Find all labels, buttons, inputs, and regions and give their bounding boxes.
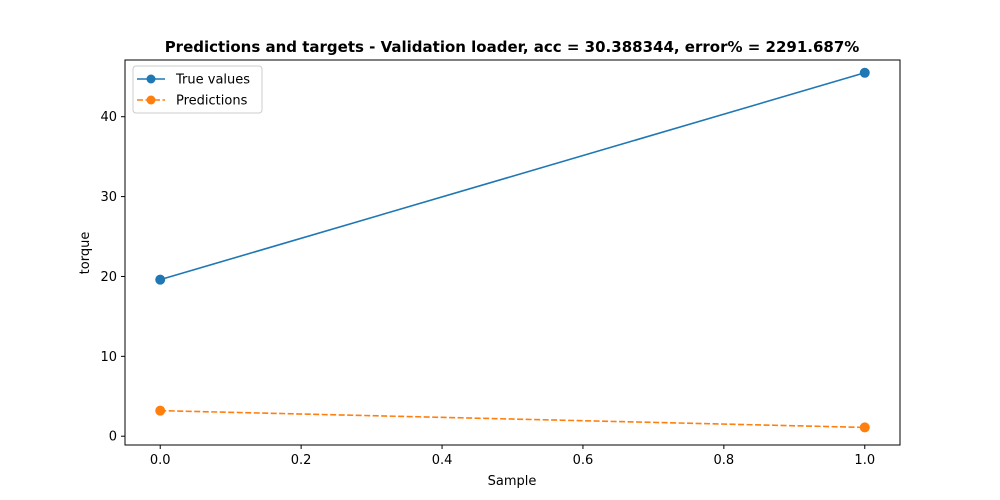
x-tick-label: 0.4: [432, 453, 453, 468]
y-tick-label: 40: [100, 110, 117, 125]
series-line-1: [160, 409, 865, 429]
y-axis-label: torque: [78, 232, 93, 275]
legend-swatch-marker: [146, 74, 156, 84]
chart-title: Predictions and targets - Validation loa…: [165, 38, 860, 56]
y-tick-label: 0: [109, 430, 117, 445]
x-tick-label: 0.6: [573, 453, 594, 468]
x-tick-label: 1.0: [854, 453, 875, 468]
legend: True values Predictions: [132, 65, 263, 114]
x-tick-label: 0.0: [150, 453, 171, 468]
plot-frame: [124, 59, 901, 446]
x-tick-label: 0.2: [291, 453, 312, 468]
legend-swatch-marker: [146, 95, 156, 105]
x-tick-label: 0.8: [714, 453, 735, 468]
x-axis-label: Sample: [488, 474, 537, 489]
series-line-0: [160, 72, 865, 281]
legend-box: [132, 65, 263, 114]
data-point: [859, 422, 870, 433]
legend-label: Predictions: [176, 94, 248, 109]
data-point: [155, 405, 166, 416]
plot-area: [125, 60, 900, 445]
y-tick-label: 30: [100, 190, 117, 205]
y-tick-label: 10: [100, 350, 117, 365]
x-axis: 0.0 0.2 0.4 0.6 0.8 1.0: [150, 445, 875, 468]
legend-label: True values: [175, 73, 250, 88]
y-axis: 0 10 20 30 40: [100, 110, 125, 445]
y-tick-label: 20: [100, 270, 117, 285]
series-layer: [155, 67, 870, 433]
data-point: [155, 274, 166, 285]
data-point: [859, 67, 870, 78]
